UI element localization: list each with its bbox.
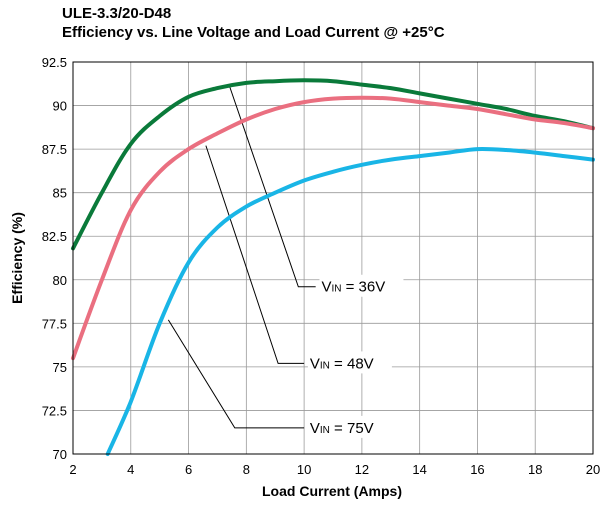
- y-tick-label: 75: [53, 360, 67, 375]
- y-tick-labels: 70 72.5 75 77.5 80 82.5 85 87.5 90 92.5: [42, 55, 67, 462]
- series-labels: VIN = 36V VIN = 48V VIN = 75V: [307, 274, 404, 438]
- y-tick-label: 90: [53, 99, 67, 114]
- chart-title: ULE-3.3/20-D48: [62, 5, 172, 22]
- x-tick-label: 12: [355, 462, 369, 477]
- x-tick-labels: 2 4 6 8 10 12 14 16 18 20: [69, 462, 600, 477]
- x-tick-label: 18: [528, 462, 542, 477]
- x-tick-label: 4: [127, 462, 134, 477]
- x-tick-label: 6: [185, 462, 192, 477]
- x-tick-label: 8: [243, 462, 250, 477]
- y-tick-label: 77.5: [42, 316, 67, 331]
- y-tick-label: 70: [53, 447, 67, 462]
- y-tick-label: 72.5: [42, 403, 67, 418]
- series-line-vin-75v: [105, 146, 595, 456]
- annotation-leader-line: [228, 84, 316, 288]
- annotation-leader-line: [167, 319, 305, 429]
- y-axis-label: Efficiency (%): [9, 212, 25, 304]
- series-label-vin-36v: VIN = 36V: [321, 279, 385, 296]
- y-tick-label: 82.5: [42, 229, 67, 244]
- series-label-vin-48v: VIN = 48V: [310, 355, 374, 372]
- series-line-vin-36v: [71, 78, 595, 251]
- x-tick-label: 2: [69, 462, 76, 477]
- series-lines: [71, 78, 595, 456]
- x-tick-label: 14: [412, 462, 426, 477]
- x-tick-label: 16: [470, 462, 484, 477]
- label-backdrop: [319, 274, 404, 297]
- label-backdrop: [307, 415, 392, 438]
- plot-frame: [72, 61, 594, 455]
- y-tick-label: 92.5: [42, 55, 67, 70]
- plot-area: [73, 62, 593, 454]
- y-tick-label: 85: [53, 186, 67, 201]
- x-tick-label: 10: [297, 462, 311, 477]
- x-tick-label: 20: [586, 462, 600, 477]
- label-backdrop: [307, 351, 392, 374]
- chart-subtitle: Efficiency vs. Line Voltage and Load Cur…: [62, 24, 445, 41]
- series-label-vin-75v: VIN = 75V: [310, 420, 374, 437]
- series-line-vin-48v: [71, 95, 595, 361]
- y-tick-label: 87.5: [42, 142, 67, 157]
- y-tick-label: 80: [53, 273, 67, 288]
- x-axis-label: Load Current (Amps): [262, 483, 402, 499]
